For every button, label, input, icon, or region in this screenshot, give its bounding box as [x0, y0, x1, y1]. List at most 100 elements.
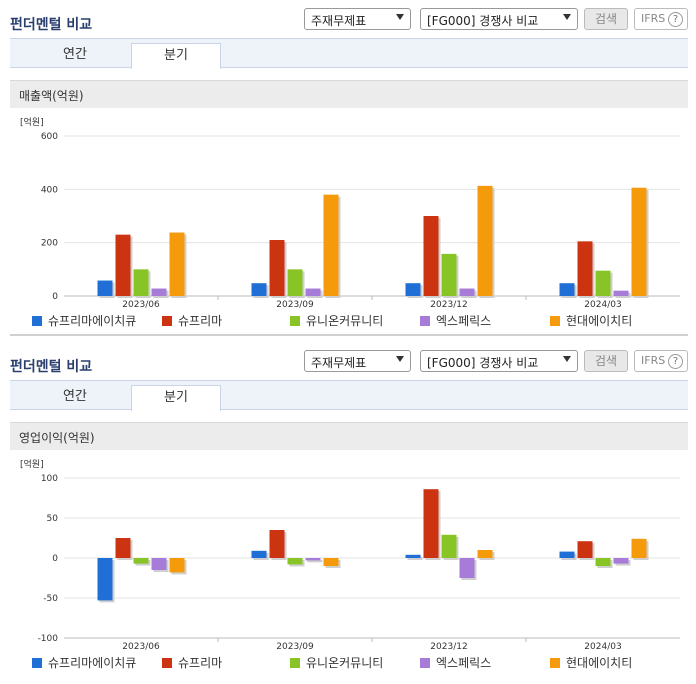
x-tick-label: 2023/12 — [430, 642, 467, 652]
bar-1 — [559, 551, 575, 558]
legend-swatch — [420, 316, 430, 326]
y-tick-label: -50 — [43, 594, 58, 604]
legend-item: 슈프리마에이치큐 — [32, 312, 136, 329]
legend-label: 유니온커뮤니티 — [306, 314, 384, 328]
bar-1 — [97, 280, 113, 296]
bar-2 — [115, 234, 131, 296]
x-tick-label: 2023/12 — [430, 300, 467, 310]
search-button[interactable]: 검색 — [584, 8, 628, 30]
legend-swatch — [32, 658, 42, 668]
bar-4 — [613, 558, 629, 564]
legend-label: 엑스페릭스 — [436, 656, 492, 670]
ifrs-label: IFRS — [641, 12, 666, 25]
bar-3 — [595, 558, 611, 566]
legend-label: 슈프리마 — [178, 314, 223, 328]
panel-header: 펀더멘털 비교 주재무제표 [FG000] 경쟁사 비교 검색 IFRS ? — [0, 0, 696, 36]
bar-4 — [151, 288, 167, 296]
legend-label: 슈프리마 — [178, 656, 223, 670]
panel-sales: 펀더멘털 비교 주재무제표 [FG000] 경쟁사 비교 검색 IFRS ? 연… — [0, 0, 696, 336]
statement-select[interactable]: 주재무제표 — [304, 350, 411, 372]
bar-1 — [405, 554, 421, 558]
legend-swatch — [162, 658, 172, 668]
legend-label: 현대에이치티 — [566, 656, 633, 670]
bar-4 — [613, 290, 629, 296]
legend-label: 슈프리마에이치큐 — [48, 314, 137, 328]
x-tick-label: 2023/09 — [276, 300, 314, 310]
bar-1 — [559, 283, 575, 296]
bar-4 — [151, 558, 167, 570]
metric-header: 매출액(억원) — [10, 80, 688, 108]
bar-3 — [133, 558, 149, 564]
x-tick-label: 2023/09 — [276, 642, 314, 652]
unit-label: [억원] — [20, 458, 44, 470]
tab-annual[interactable]: 연간 — [63, 47, 87, 62]
tab-annual[interactable]: 연간 — [63, 389, 87, 404]
legend-item: 유니온커뮤니티 — [290, 312, 383, 329]
y-tick-label: 50 — [47, 514, 59, 524]
y-tick-label: 400 — [41, 185, 58, 195]
bar-1 — [405, 283, 421, 296]
panel-title: 펀더멘털 비교 — [10, 359, 93, 375]
bar-4 — [305, 558, 321, 561]
comparison-select-value: [FG000] 경쟁사 비교 — [427, 356, 539, 370]
legend-swatch — [550, 658, 560, 668]
chevron-down-icon — [563, 14, 571, 20]
bar-1 — [251, 550, 267, 558]
panel-title: 펀더멘털 비교 — [10, 17, 93, 33]
bar-2 — [269, 240, 285, 296]
bar-5 — [631, 538, 647, 558]
tab-quarterly[interactable]: 분기 — [131, 43, 221, 69]
legend-item: 슈프리마 — [162, 654, 222, 671]
bar-5 — [477, 185, 493, 296]
bar-2 — [577, 541, 593, 558]
ifrs-button[interactable]: IFRS ? — [634, 8, 688, 30]
bar-4 — [459, 288, 475, 296]
unit-label: [억원] — [20, 116, 44, 128]
panel-operating-income: 펀더멘털 비교 주재무제표 [FG000] 경쟁사 비교 검색 IFRS ? 연… — [0, 342, 696, 684]
divider — [10, 334, 688, 336]
x-tick-label: 2024/03 — [584, 300, 621, 310]
bar-3 — [133, 269, 149, 296]
sales-bar-chart: [억원] 0 200 400 600 2023/06 2023/09 2023/12 2024/… — [20, 116, 680, 310]
legend-label: 슈프리마에이치큐 — [48, 656, 137, 670]
legend-item: 슈프리마에이치큐 — [32, 654, 136, 671]
chevron-down-icon — [396, 14, 404, 20]
bar-shadow — [307, 560, 323, 563]
ifrs-button[interactable]: IFRS ? — [634, 350, 688, 372]
bar-2 — [423, 489, 439, 558]
legend-swatch — [420, 658, 430, 668]
bar-shadow — [407, 556, 423, 560]
bar-2 — [115, 538, 131, 558]
comparison-select[interactable]: [FG000] 경쟁사 비교 — [420, 350, 578, 372]
legend-swatch — [290, 658, 300, 668]
statement-select[interactable]: 주재무제표 — [304, 8, 411, 30]
legend-label: 엑스페릭스 — [436, 314, 492, 328]
bar-5 — [169, 232, 185, 296]
bar-3 — [287, 269, 303, 296]
legend-item: 엑스페릭스 — [420, 654, 491, 671]
help-icon[interactable]: ? — [668, 12, 683, 27]
legend-item: 유니온커뮤니티 — [290, 654, 383, 671]
legend-swatch — [550, 316, 560, 326]
legend-swatch — [290, 316, 300, 326]
y-tick-label: 0 — [52, 554, 58, 564]
legend-swatch — [32, 316, 42, 326]
statement-select-value: 주재무제표 — [311, 356, 367, 370]
bar-5 — [169, 558, 185, 573]
chart-legend: 슈프리마에이치큐 슈프리마 유니온커뮤니티 엑스페릭스 현대에이치티 — [10, 652, 688, 672]
panel-header: 펀더멘털 비교 주재무제표 [FG000] 경쟁사 비교 검색 IFRS ? — [0, 342, 696, 378]
legend-item: 슈프리마 — [162, 312, 222, 329]
legend-item: 현대에이치티 — [550, 312, 632, 329]
chevron-down-icon — [563, 356, 571, 362]
metric-title: 매출액(억원) — [19, 89, 84, 103]
y-tick-label: 600 — [41, 132, 58, 142]
chevron-down-icon — [396, 356, 404, 362]
comparison-select[interactable]: [FG000] 경쟁사 비교 — [420, 8, 578, 30]
help-icon[interactable]: ? — [668, 354, 683, 369]
tab-quarterly[interactable]: 분기 — [131, 385, 221, 411]
legend-label: 현대에이치티 — [566, 314, 633, 328]
bar-1 — [251, 283, 267, 296]
legend-label: 유니온커뮤니티 — [306, 656, 384, 670]
search-button[interactable]: 검색 — [584, 350, 628, 372]
legend-swatch — [162, 316, 172, 326]
